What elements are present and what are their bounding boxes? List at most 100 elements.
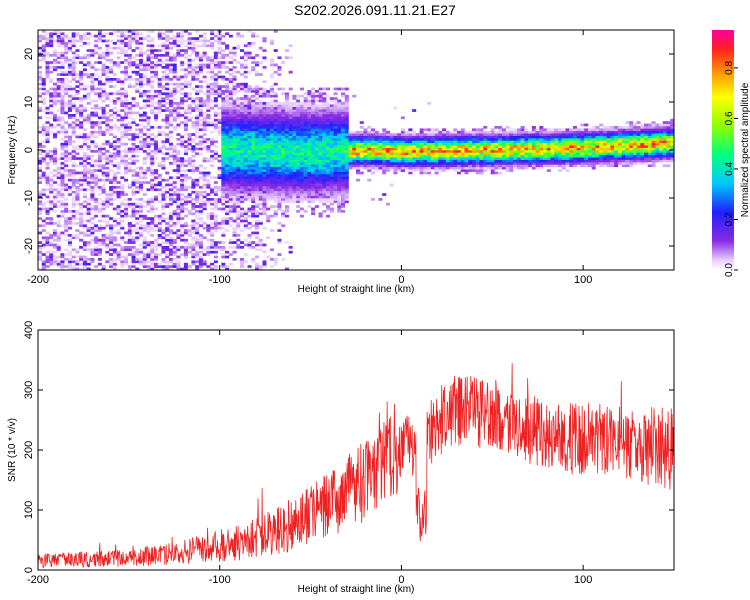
spectrogram-cell	[412, 142, 417, 146]
spectrogram-cell	[210, 58, 215, 62]
spectrogram-cell	[228, 147, 233, 151]
spectrogram-cell	[64, 135, 69, 139]
spectrogram-cell	[240, 106, 245, 110]
spectrogram-cell	[172, 56, 177, 60]
spectrogram-cell	[82, 226, 87, 230]
spectrogram-cell	[168, 231, 173, 235]
spectrogram-cell	[415, 142, 420, 146]
spectrogram-cell	[363, 164, 368, 168]
spectrogram-cell	[228, 178, 233, 182]
spectrogram-cell	[397, 150, 402, 153]
spectrogram-cell	[217, 188, 222, 192]
spectrogram-cell	[273, 106, 278, 110]
spectrogram-cell	[288, 145, 293, 148]
spectrogram-cell	[45, 75, 50, 79]
spectrogram-cell	[389, 147, 394, 151]
spectrogram-cell	[97, 106, 102, 110]
spectrogram-cell	[247, 176, 252, 180]
spectrogram-cell	[322, 195, 327, 199]
spectrogram-cell	[318, 212, 323, 216]
spectrogram-cell	[344, 147, 349, 151]
spectrogram-cell	[307, 147, 312, 151]
spectrogram-cell	[94, 253, 99, 256]
spectrogram-cell	[232, 210, 237, 213]
spectrogram-cell	[311, 87, 316, 91]
spectrogram-cell	[344, 145, 349, 148]
spectrogram-cell	[251, 195, 256, 199]
spectrogram-cell	[341, 188, 346, 192]
spectrogram-cell	[75, 164, 80, 168]
spectrogram-cell	[442, 169, 447, 172]
spectrogram-cell	[127, 253, 132, 256]
spectrogram-cell	[86, 226, 91, 230]
spectrogram-cell	[337, 200, 342, 204]
spectrogram-cell	[191, 70, 196, 74]
spectrogram-cell	[341, 106, 346, 110]
spectrogram-cell	[225, 162, 230, 165]
spectrogram-cell	[180, 198, 185, 201]
spectrogram-cell	[90, 135, 95, 139]
spectrogram-cell	[86, 188, 91, 192]
spectrogram-cell	[288, 195, 293, 199]
spectrogram-cell	[273, 214, 278, 218]
spectrogram-cell	[374, 138, 379, 141]
spectrogram-cell	[254, 104, 260, 108]
spectrogram-cell	[64, 186, 69, 189]
spectrogram-cell	[337, 104, 342, 108]
spectrogram-cell	[240, 116, 245, 120]
spectrogram-cell	[281, 126, 286, 129]
spectrogram-cell	[64, 238, 69, 242]
spectrogram-cell	[341, 135, 346, 139]
spectrogram-cell	[228, 140, 233, 144]
spectrogram-cell	[176, 102, 181, 105]
spectrogram-cell	[225, 102, 230, 105]
spectrogram-cell	[311, 121, 316, 124]
spectrogram-cell	[363, 154, 368, 158]
spectrogram-cell	[397, 159, 402, 163]
spectrogram-cell	[198, 238, 203, 242]
spectrogram-cell	[120, 260, 125, 264]
spectrogram-cell	[168, 130, 173, 134]
spectrogram-cell	[326, 207, 331, 211]
spectrogram-cell	[333, 154, 338, 158]
spectrogram-cell	[168, 217, 173, 220]
spectrogram-cell	[277, 104, 282, 108]
spectrogram-cell	[344, 123, 349, 127]
spectrogram-cell	[213, 198, 218, 201]
spectrogram-cell	[318, 150, 323, 153]
spectrogram-cell	[97, 126, 102, 129]
spectrogram-cell	[198, 111, 203, 115]
spectrogram-cell	[427, 154, 432, 158]
spectrogram-cell	[142, 138, 147, 141]
spectrogram-cell	[195, 54, 200, 57]
spectrogram-cell	[139, 188, 144, 192]
spectrogram-cell	[329, 198, 334, 201]
spectrogram-cell	[408, 133, 413, 136]
spectrogram-cell	[236, 222, 241, 225]
spectrogram-cell	[165, 126, 170, 129]
spectrogram-cell	[202, 56, 207, 60]
spectrogram-cell	[172, 37, 177, 40]
spectrogram-cell	[341, 114, 346, 117]
spectrogram-cell	[400, 116, 405, 120]
spectrogram-cell	[240, 262, 245, 266]
spectrogram-cell	[213, 226, 218, 230]
spectrogram-cell	[385, 140, 390, 144]
spectrogram-cell	[60, 181, 65, 184]
spectrogram-cell	[195, 114, 200, 117]
spectrogram-cell	[135, 258, 140, 261]
spectrogram-cell	[356, 159, 361, 163]
spectrogram-cell	[79, 39, 84, 43]
spectrogram-cell	[240, 193, 245, 196]
spectrogram-cell	[101, 178, 106, 182]
spectrogram-cell	[82, 195, 87, 199]
spectrogram-cell	[243, 118, 248, 122]
spectrogram-cell	[191, 121, 196, 124]
spectrogram-cell	[232, 140, 237, 144]
spectrogram-cell	[90, 190, 95, 194]
spectrogram-cell	[124, 70, 129, 74]
spectrogram-cell	[329, 152, 334, 156]
spectrogram-cell	[116, 217, 121, 220]
spectrogram-cell	[86, 97, 91, 100]
spectrogram-cell	[258, 111, 263, 115]
